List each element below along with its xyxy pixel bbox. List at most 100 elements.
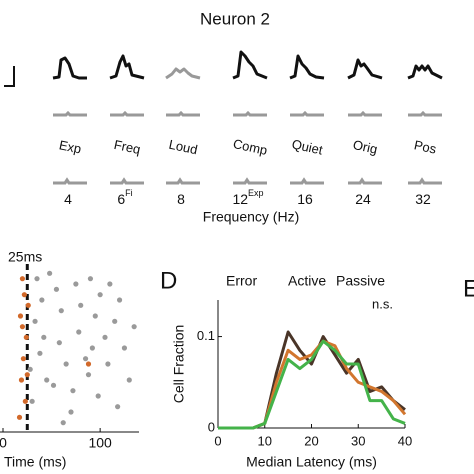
spike-dot: [29, 398, 35, 404]
frequency-value: 8: [177, 191, 185, 207]
x-axis-label: Frequency (Hz): [203, 209, 299, 225]
condition-label: Quiet: [290, 136, 324, 157]
reference-label: 25ms: [8, 249, 42, 265]
scale-bar: [4, 66, 15, 87]
waveform: [52, 56, 87, 80]
x-tick-label: 0: [0, 435, 7, 451]
flat-trace: [53, 177, 87, 185]
x-tick-label: 0: [214, 433, 221, 448]
frequency-label: 16: [297, 191, 313, 207]
spike-dot: [85, 361, 92, 367]
flat-trace: [348, 177, 382, 185]
spike-dot: [87, 276, 94, 282]
frequency-value: 16: [297, 191, 313, 207]
waveform: [289, 54, 325, 80]
spike-dot: [39, 297, 45, 303]
spike-dot: [126, 377, 132, 383]
series-line: [218, 330, 406, 430]
x-axis-label: Time (ms): [4, 454, 66, 470]
spike-dot: [37, 350, 43, 356]
spike-dot: [56, 340, 62, 346]
series-line: [218, 339, 407, 430]
spike-dot: [82, 356, 89, 362]
spike-dot: [60, 420, 66, 426]
x-tick-label: 100: [88, 435, 112, 451]
spike-dot: [68, 409, 74, 415]
waveform: [407, 64, 443, 80]
frequency-superscript: Fi: [125, 188, 133, 198]
frequency-label: 8: [177, 191, 185, 207]
spike-dot: [116, 297, 123, 303]
flat-trace: [290, 110, 324, 117]
waveform: [165, 67, 201, 80]
spike-dot: [22, 398, 28, 404]
panel-title: Neuron 2: [200, 9, 270, 28]
spike-dot: [78, 302, 84, 308]
spike-dot: [105, 361, 111, 367]
spike-dot: [85, 372, 92, 378]
frequency-label: 32: [415, 191, 431, 207]
frequency-label: 4: [64, 191, 72, 207]
frequency-label: 6Fi: [117, 188, 132, 206]
flat-trace: [110, 110, 144, 117]
flat-trace: [290, 177, 324, 185]
frequency-value: 4: [64, 191, 72, 207]
spike-dot: [92, 313, 98, 319]
series-line: [218, 339, 406, 430]
legend-entry: Active: [288, 273, 326, 289]
spike-dot: [32, 318, 38, 324]
flat-trace: [53, 110, 87, 117]
panel-label: E: [463, 275, 474, 302]
spike-dot: [25, 302, 31, 308]
spike-dot: [70, 388, 76, 394]
spike-dot: [58, 308, 64, 314]
condition-label: Freq: [113, 137, 142, 157]
spike-dot: [112, 318, 118, 324]
spike-dot: [121, 345, 128, 351]
x-tick-label: 30: [351, 433, 365, 448]
flat-trace: [233, 110, 267, 117]
flat-trace: [408, 110, 442, 117]
frequency-value: 6: [117, 191, 125, 207]
frequency-value: 12: [232, 191, 248, 207]
spike-dot: [102, 334, 108, 340]
legend-entry: Error: [226, 273, 257, 289]
spike-dot: [53, 286, 60, 292]
waveform: [109, 54, 145, 80]
spike-dot: [73, 281, 79, 287]
flat-trace: [348, 110, 382, 117]
condition-label: Orig: [352, 137, 379, 157]
spike-dot: [18, 377, 25, 383]
spike-dot: [97, 292, 103, 298]
spike-dot: [95, 393, 101, 399]
frequency-value: 24: [355, 191, 371, 207]
y-tick-label: 0: [208, 419, 215, 434]
x-tick-label: 20: [304, 433, 318, 448]
waveform: [347, 58, 383, 80]
spike-dot: [107, 281, 113, 287]
spike-dot: [41, 334, 47, 340]
spike-dot: [24, 372, 30, 378]
spike-dot: [63, 361, 69, 367]
x-axis-label: Median Latency (ms): [246, 454, 377, 470]
spike-dot: [76, 329, 82, 335]
condition-label: Comp: [232, 136, 269, 158]
spike-dot: [44, 377, 50, 383]
spike-dot: [23, 334, 29, 340]
frequency-value: 32: [415, 191, 431, 207]
legend-entry: Passive: [336, 273, 385, 289]
frequency-label: 12Exp: [232, 188, 263, 206]
annotation: n.s.: [372, 296, 393, 311]
panel-label: D: [160, 267, 177, 294]
spike-dot: [89, 345, 95, 351]
condition-label: Exp: [58, 137, 83, 156]
spike-dot: [16, 414, 23, 420]
condition-label: Pos: [413, 137, 439, 156]
flat-trace: [166, 177, 200, 185]
flat-trace: [408, 177, 442, 185]
y-tick-label: 0.1: [197, 328, 215, 343]
y-axis-label: Cell Fraction: [171, 325, 187, 404]
frequency-superscript: Exp: [248, 188, 264, 198]
frequency-label: 24: [355, 191, 371, 207]
spike-dot: [34, 276, 40, 282]
